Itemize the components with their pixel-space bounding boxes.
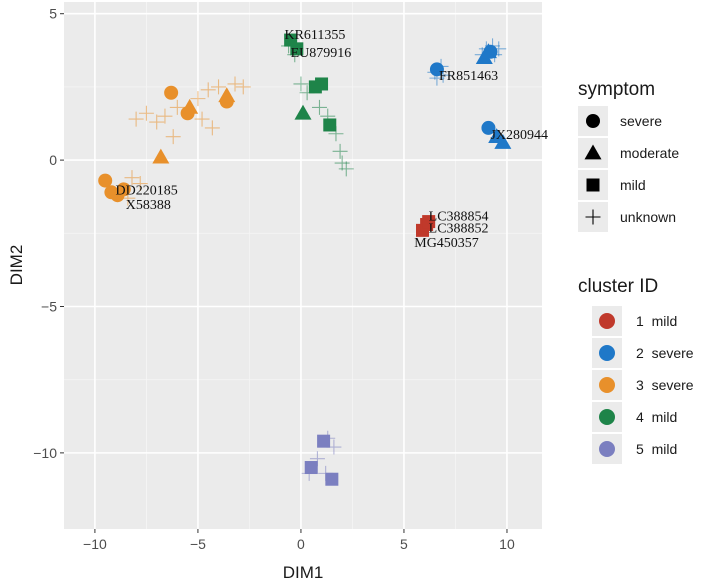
symptom-legend: symptom severe moderate mild unknown bbox=[578, 79, 679, 232]
point-label: MG450357 bbox=[414, 236, 479, 251]
data-point bbox=[138, 105, 154, 121]
legend-key-cluster-5 bbox=[599, 441, 615, 457]
data-point bbox=[290, 42, 304, 56]
legend-label-severe: severe bbox=[620, 113, 662, 129]
data-point bbox=[227, 76, 243, 92]
legend-key-severe bbox=[586, 114, 600, 128]
data-point bbox=[334, 155, 350, 171]
data-point bbox=[317, 434, 331, 448]
point-label: FR851463 bbox=[439, 69, 498, 84]
x-tick-label: −10 bbox=[83, 536, 107, 552]
data-point bbox=[164, 85, 179, 100]
symptom-legend-title: symptom bbox=[578, 79, 655, 100]
cluster-legend-title: cluster ID bbox=[578, 276, 658, 297]
data-point bbox=[204, 120, 220, 136]
point-annotations: KR611355 EU879916 FR851463 JX280944 DD220185… bbox=[116, 28, 549, 251]
data-point bbox=[165, 129, 181, 145]
x-tick-label: 0 bbox=[297, 536, 305, 552]
cluster-legend: cluster ID 1 mild 2 severe 3 severe 4 mild 5… bbox=[578, 276, 694, 464]
legend-label-mild: mild bbox=[620, 177, 646, 193]
data-point bbox=[200, 82, 216, 98]
x-tick-label: 10 bbox=[499, 536, 515, 552]
point-label: LC388852 bbox=[429, 221, 489, 236]
legend-label-cluster-2: 2 severe bbox=[636, 345, 694, 361]
legend-key-cluster-1 bbox=[599, 313, 615, 329]
minor-gridlines bbox=[64, 2, 542, 529]
x-tick-label: 5 bbox=[400, 536, 408, 552]
legend-key-unknown bbox=[585, 209, 601, 225]
y-tick-label: 0 bbox=[49, 152, 57, 168]
y-tick-label: −5 bbox=[41, 298, 57, 314]
point-label: DD220185 bbox=[116, 183, 178, 198]
data-points bbox=[98, 33, 512, 486]
plot-panel bbox=[64, 2, 542, 529]
data-point bbox=[235, 79, 251, 95]
legend-key-cluster-2 bbox=[599, 345, 615, 361]
legend-label-moderate: moderate bbox=[620, 145, 679, 161]
legend-key-cluster-3 bbox=[599, 377, 615, 393]
data-point bbox=[315, 77, 329, 91]
data-point bbox=[325, 472, 339, 486]
legend-label-cluster-1: 1 mild bbox=[636, 313, 677, 329]
legend-key-cluster-4 bbox=[599, 409, 615, 425]
point-label: EU879916 bbox=[291, 46, 352, 61]
legend-label-cluster-5: 5 mild bbox=[636, 441, 677, 457]
data-point bbox=[132, 176, 148, 192]
data-point bbox=[311, 99, 327, 115]
data-point bbox=[422, 215, 436, 229]
y-axis-title: DIM2 bbox=[7, 245, 26, 286]
x-tick-label: −5 bbox=[190, 536, 206, 552]
data-point bbox=[194, 111, 210, 127]
data-point bbox=[169, 99, 185, 115]
legend-key-moderate bbox=[584, 144, 602, 160]
data-point bbox=[304, 461, 318, 475]
data-point bbox=[294, 104, 312, 120]
y-tick-label: 5 bbox=[49, 6, 57, 22]
data-point bbox=[332, 143, 348, 159]
data-point bbox=[494, 134, 512, 149]
data-point bbox=[481, 120, 496, 135]
legend-label-cluster-4: 4 mild bbox=[636, 409, 677, 425]
data-point bbox=[190, 91, 206, 107]
data-point bbox=[124, 170, 140, 186]
data-point bbox=[149, 114, 165, 130]
major-gridlines bbox=[64, 2, 542, 529]
y-axis-ticks: 5 0 −5 −10 bbox=[33, 6, 64, 461]
data-point bbox=[98, 173, 113, 188]
data-point bbox=[479, 43, 497, 59]
data-point bbox=[338, 161, 354, 177]
y-tick-label: −10 bbox=[33, 445, 57, 461]
legend-label-unknown: unknown bbox=[620, 209, 676, 225]
data-point bbox=[293, 76, 309, 92]
data-point bbox=[211, 79, 227, 95]
point-label: KR611355 bbox=[284, 28, 345, 43]
data-point bbox=[152, 148, 170, 164]
data-point bbox=[157, 108, 173, 124]
data-point bbox=[181, 98, 199, 114]
x-axis-ticks: −10 −5 0 5 10 bbox=[83, 529, 515, 552]
data-point bbox=[116, 182, 131, 197]
point-label: JX280944 bbox=[490, 128, 548, 143]
legend-key-mild bbox=[586, 178, 600, 192]
data-point bbox=[218, 87, 236, 103]
legend-label-cluster-3: 3 severe bbox=[636, 377, 694, 393]
x-axis-title: DIM1 bbox=[283, 563, 324, 582]
point-label: X58388 bbox=[126, 198, 171, 213]
data-point bbox=[323, 118, 337, 132]
data-point bbox=[429, 62, 444, 77]
point-label: LC388854 bbox=[429, 210, 489, 225]
data-point bbox=[128, 111, 144, 127]
